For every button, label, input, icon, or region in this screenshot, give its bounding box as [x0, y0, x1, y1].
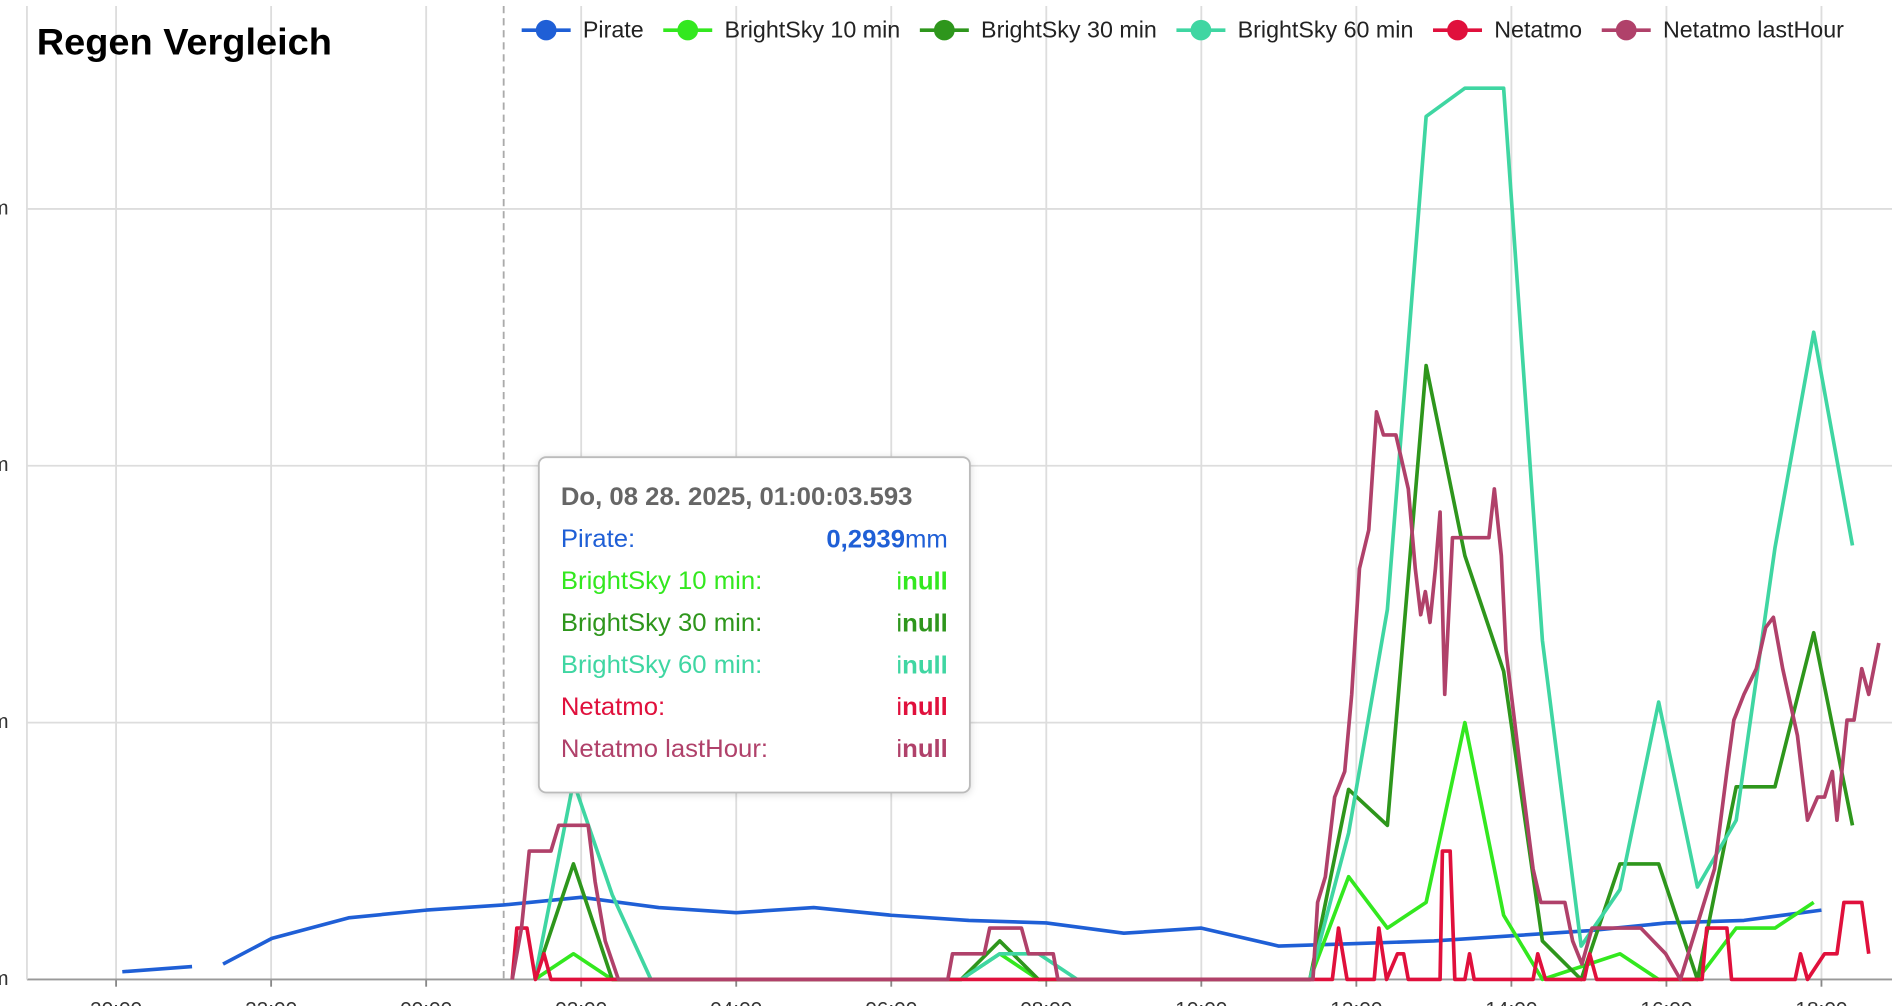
tooltip-label: Pirate:	[561, 525, 635, 553]
legend-marker	[1447, 19, 1468, 41]
legend-marker	[535, 19, 557, 41]
y-tick-label: 2 mm	[0, 453, 9, 476]
tooltip-prefix: i	[896, 693, 902, 721]
x-tick-label: 18:00	[1795, 998, 1847, 1006]
x-tick-label: 02:00	[555, 998, 607, 1006]
x-tick-label: 20:00	[90, 998, 142, 1006]
y-tick-label: 1 mm	[0, 710, 9, 733]
tooltip-value: 0,2939mm	[826, 525, 947, 553]
tooltip-number: null	[902, 609, 948, 637]
legend-item[interactable]: BrightSky 30 min	[919, 17, 1157, 43]
tooltip-label: Netatmo:	[561, 693, 665, 721]
x-tick-label: 00:00	[400, 998, 452, 1006]
legend-label: Netatmo lastHour	[1663, 17, 1844, 43]
series-line	[122, 895, 1822, 974]
tooltip-title: Do, 08 28. 2025, 01:00:03.593	[561, 483, 913, 511]
x-tick-label: 08:00	[1020, 998, 1072, 1006]
y-tick-label: 3 mm	[0, 196, 9, 219]
legend-item[interactable]: BrightSky 10 min	[663, 17, 900, 43]
tooltip-box	[537, 456, 971, 794]
tooltip-value: inull	[896, 609, 947, 637]
tooltip-number: null	[902, 567, 948, 595]
legend-label: BrightSky 10 min	[724, 17, 900, 43]
x-tick-label: 04:00	[710, 998, 762, 1006]
tooltip-value: inull	[896, 693, 947, 721]
tooltip-number: null	[902, 693, 948, 721]
legend-label: BrightSky 30 min	[981, 17, 1157, 43]
x-tick-label: 14:00	[1485, 998, 1537, 1006]
x-tick-label: 12:00	[1330, 998, 1382, 1006]
x-tick-label: 22:00	[245, 998, 297, 1006]
legend-item[interactable]: Pirate	[521, 17, 644, 43]
series-line	[510, 849, 1871, 982]
tooltip-value: inull	[896, 735, 947, 763]
legend-label: Pirate	[583, 17, 644, 43]
legend-item[interactable]: Netatmo lastHour	[1601, 17, 1844, 43]
tooltip-label: BrightSky 10 min:	[561, 567, 762, 595]
tooltip-number: 0,2939	[826, 525, 905, 553]
legend-marker	[933, 19, 955, 41]
chart-title: Regen Vergleich	[37, 21, 332, 63]
tooltip-label: BrightSky 60 min:	[561, 651, 762, 679]
legend: Pirate BrightSky 10 min BrightSky 30 min Br…	[521, 17, 1844, 43]
x-tick-label: 10:00	[1175, 998, 1227, 1006]
tooltip-number: null	[902, 651, 948, 679]
legend-item[interactable]: Netatmo	[1433, 17, 1582, 43]
tooltip-unit: mm	[905, 525, 948, 553]
legend-marker	[677, 19, 699, 41]
tooltip: Do, 08 28. 2025, 01:00:03.593 Pirate: 0,29…	[537, 456, 971, 794]
tooltip-value: inull	[896, 567, 947, 595]
tooltip-value: inull	[896, 651, 947, 679]
tooltip-label: Netatmo lastHour:	[561, 735, 768, 763]
y-tick-label: 0 mm	[0, 967, 9, 990]
tooltip-prefix: i	[896, 609, 902, 637]
tooltip-number: null	[902, 735, 948, 763]
legend-marker	[1615, 19, 1637, 41]
tooltip-prefix: i	[896, 567, 902, 595]
legend-label: Netatmo	[1494, 17, 1582, 43]
tooltip-prefix: i	[896, 735, 902, 763]
x-tick-label: 16:00	[1640, 998, 1692, 1006]
plot-area	[122, 86, 1881, 982]
legend-label: BrightSky 60 min	[1238, 17, 1414, 43]
legend-marker	[1190, 19, 1212, 41]
tooltip-label: BrightSky 30 min:	[561, 609, 762, 637]
legend-item[interactable]: BrightSky 60 min	[1176, 17, 1413, 43]
series-line	[532, 363, 1855, 982]
series-line	[510, 410, 1881, 982]
tooltip-prefix: i	[896, 651, 902, 679]
x-tick-label: 06:00	[865, 998, 917, 1006]
